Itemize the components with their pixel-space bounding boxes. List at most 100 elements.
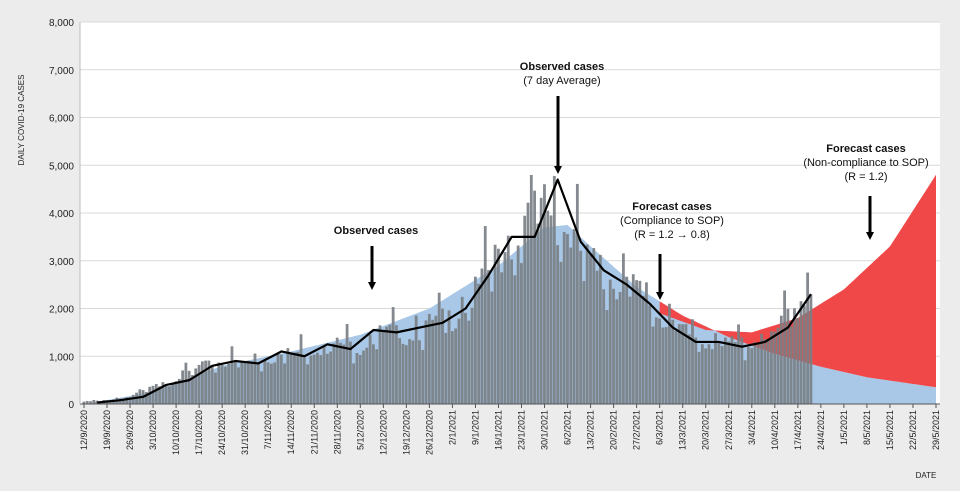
observed-bar bbox=[184, 362, 188, 404]
observed-bar bbox=[385, 326, 388, 404]
observed-bar bbox=[533, 190, 536, 404]
observed-bar bbox=[786, 308, 790, 404]
observed-bar bbox=[92, 400, 96, 404]
observed-bar bbox=[677, 324, 681, 404]
observed-bar bbox=[85, 401, 89, 404]
annotation-title: Observed cases bbox=[334, 225, 418, 237]
observed-bar bbox=[618, 291, 622, 404]
observed-bar bbox=[556, 245, 560, 404]
observed-bar bbox=[700, 344, 704, 404]
x-tick-label: 3/4/2021 bbox=[747, 410, 757, 445]
observed-bar bbox=[306, 364, 310, 404]
observed-bar bbox=[296, 351, 300, 404]
observed-bar bbox=[352, 363, 356, 404]
observed-bar bbox=[691, 319, 694, 404]
observed-bar bbox=[372, 344, 375, 404]
observed-bar bbox=[536, 223, 540, 404]
x-tick-label: 2/1/2021 bbox=[447, 410, 457, 445]
observed-bar bbox=[457, 318, 461, 404]
observed-bar bbox=[82, 401, 86, 404]
annotation: Observed cases bbox=[334, 225, 418, 290]
observed-bar bbox=[608, 279, 612, 404]
observed-bar bbox=[720, 346, 724, 404]
observed-bar bbox=[763, 339, 767, 404]
observed-bar bbox=[329, 351, 333, 404]
observed-bar bbox=[546, 210, 550, 404]
observed-bar bbox=[631, 274, 635, 404]
observed-bar bbox=[444, 332, 448, 404]
observed-bar bbox=[322, 345, 326, 404]
annotation-subtitle: (Non-compliance to SOP) bbox=[803, 157, 928, 169]
observed-bar bbox=[799, 301, 803, 404]
observed-bar bbox=[562, 232, 566, 404]
observed-bar bbox=[335, 337, 339, 404]
y-tick-label: 8,000 bbox=[49, 18, 74, 29]
observed-bar bbox=[191, 375, 194, 404]
observed-bar bbox=[375, 349, 379, 404]
y-tick-label: 2,000 bbox=[49, 305, 74, 316]
observed-bar bbox=[575, 183, 579, 404]
x-tick-label: 21/11/2020 bbox=[309, 410, 319, 454]
observed-bar bbox=[648, 305, 652, 404]
forecast-noncompliance-area bbox=[659, 174, 936, 388]
observed-bar bbox=[464, 312, 467, 404]
observed-bar bbox=[661, 327, 665, 404]
x-tick-label: 19/12/2020 bbox=[401, 410, 411, 455]
observed-bar bbox=[437, 292, 441, 404]
observed-bar bbox=[773, 331, 777, 404]
observed-bar bbox=[503, 252, 507, 404]
observed-bar bbox=[727, 341, 731, 404]
observed-bar bbox=[339, 342, 342, 404]
observed-bar bbox=[529, 174, 533, 404]
annotation-title: Forecast cases bbox=[826, 143, 906, 155]
observed-bar bbox=[589, 253, 592, 404]
observed-bar bbox=[418, 340, 421, 404]
observed-bar bbox=[789, 326, 793, 404]
observed-bar bbox=[539, 197, 543, 404]
observed-bar bbox=[513, 275, 517, 404]
observed-bar bbox=[704, 348, 708, 404]
observed-bar bbox=[214, 372, 217, 404]
average-line-path bbox=[97, 178, 812, 404]
annotation-arrow-head bbox=[656, 292, 664, 300]
observed-bar bbox=[279, 354, 283, 404]
x-tick-label: 6/3/2021 bbox=[655, 410, 665, 445]
observed-bar bbox=[526, 202, 530, 404]
x-tick-label: 8/5/2021 bbox=[862, 410, 872, 445]
observed-bar bbox=[740, 337, 744, 404]
observed-bar bbox=[187, 370, 191, 404]
observed-bar bbox=[395, 325, 398, 404]
observed-bar bbox=[204, 360, 208, 404]
observed-bar bbox=[411, 340, 415, 404]
observed-bar bbox=[348, 341, 352, 404]
observed-bar bbox=[194, 368, 198, 404]
observed-bar bbox=[230, 346, 234, 404]
observed-bar bbox=[684, 324, 688, 404]
observed-bar bbox=[628, 296, 632, 404]
x-tick-label: 26/12/2020 bbox=[424, 410, 434, 455]
observed-bar bbox=[210, 365, 214, 404]
observed-bar bbox=[770, 331, 773, 404]
x-tick-label: 9/1/2021 bbox=[470, 410, 480, 445]
annotation: Forecast cases (Non-compliance to SOP) (R … bbox=[803, 143, 929, 240]
x-tick-label: 12/12/2020 bbox=[378, 410, 388, 455]
x-tick-label: 22/5/2021 bbox=[908, 410, 918, 450]
x-tick-label: 13/2/2021 bbox=[586, 410, 596, 450]
observed-bar bbox=[776, 327, 780, 404]
observed-bar bbox=[796, 317, 800, 404]
x-tick-label: 13/3/2021 bbox=[678, 410, 688, 450]
observed-bar bbox=[497, 248, 500, 404]
observed-bar bbox=[427, 313, 431, 404]
observed-bar bbox=[694, 337, 698, 404]
observed-bar bbox=[355, 353, 359, 404]
x-tick-label: 29/5/2021 bbox=[931, 410, 941, 450]
x-tick-label: 19/9/2020 bbox=[102, 410, 112, 450]
annotation-arrow-head bbox=[866, 232, 874, 240]
observed-bar bbox=[572, 229, 576, 404]
x-tick-label: 23/1/2021 bbox=[517, 410, 527, 450]
observed-bar bbox=[408, 339, 411, 404]
observed-bar bbox=[424, 320, 428, 404]
observed-bar bbox=[707, 344, 711, 404]
observed-bar bbox=[121, 399, 125, 404]
